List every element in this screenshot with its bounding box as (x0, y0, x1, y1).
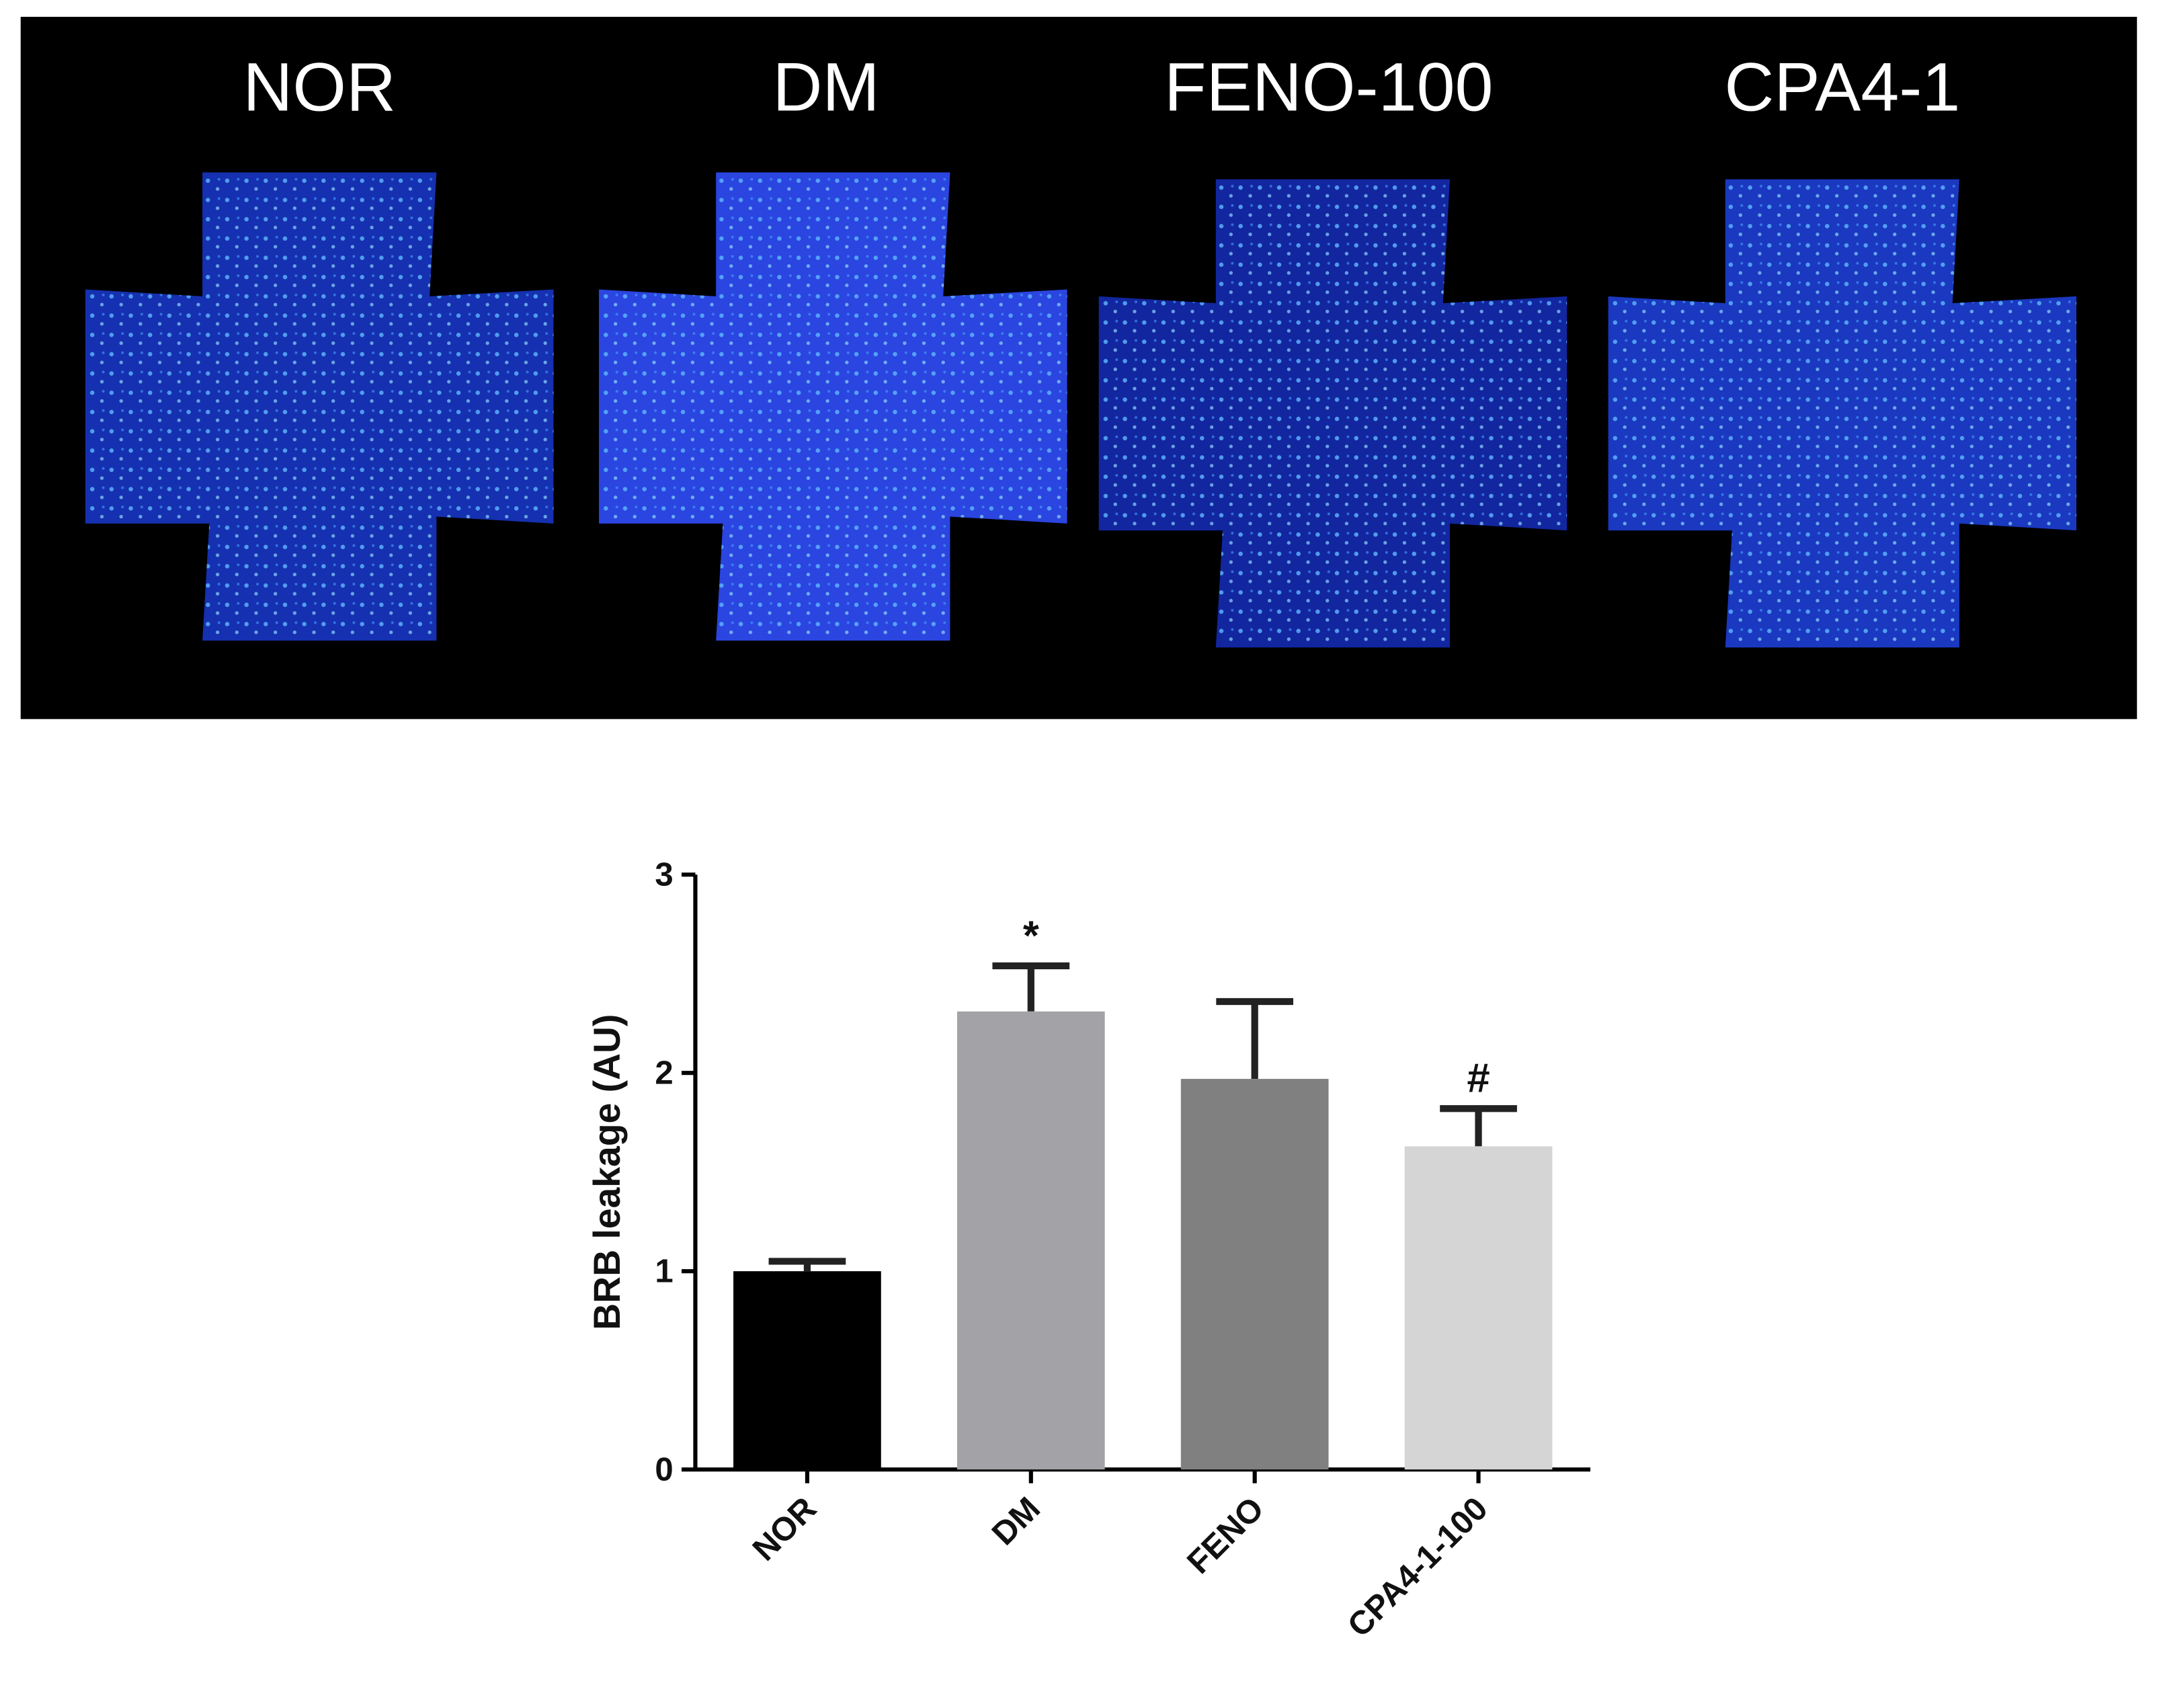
bar (1180, 1079, 1329, 1470)
chart: 0 1 2 3 NOR DM * FENO CPA4-1-100 # (655, 856, 1590, 1644)
y-axis-label: BRB leakage (AU) (586, 1014, 628, 1330)
x-tick-label: NOR (745, 1490, 823, 1568)
x-tick-label: DM (985, 1490, 1047, 1553)
x-tick-label: CPA4-1-100 (1340, 1490, 1495, 1645)
bar (956, 1011, 1105, 1470)
annotation: # (1467, 1055, 1490, 1102)
bar (1404, 1146, 1553, 1470)
y-tick-label: 3 (655, 856, 673, 893)
panel-label: DM (772, 48, 879, 125)
panel-label: NOR (243, 48, 396, 125)
annotation: * (1023, 912, 1039, 959)
x-tick-label: FENO (1180, 1490, 1270, 1581)
panel-label: FENO-100 (1164, 48, 1493, 125)
y-tick-label: 2 (655, 1055, 673, 1092)
y-tick-label: 0 (655, 1451, 673, 1488)
y-tick-label: 1 (655, 1253, 673, 1290)
bar (733, 1271, 881, 1470)
panel-label: CPA4-1 (1724, 48, 1960, 125)
